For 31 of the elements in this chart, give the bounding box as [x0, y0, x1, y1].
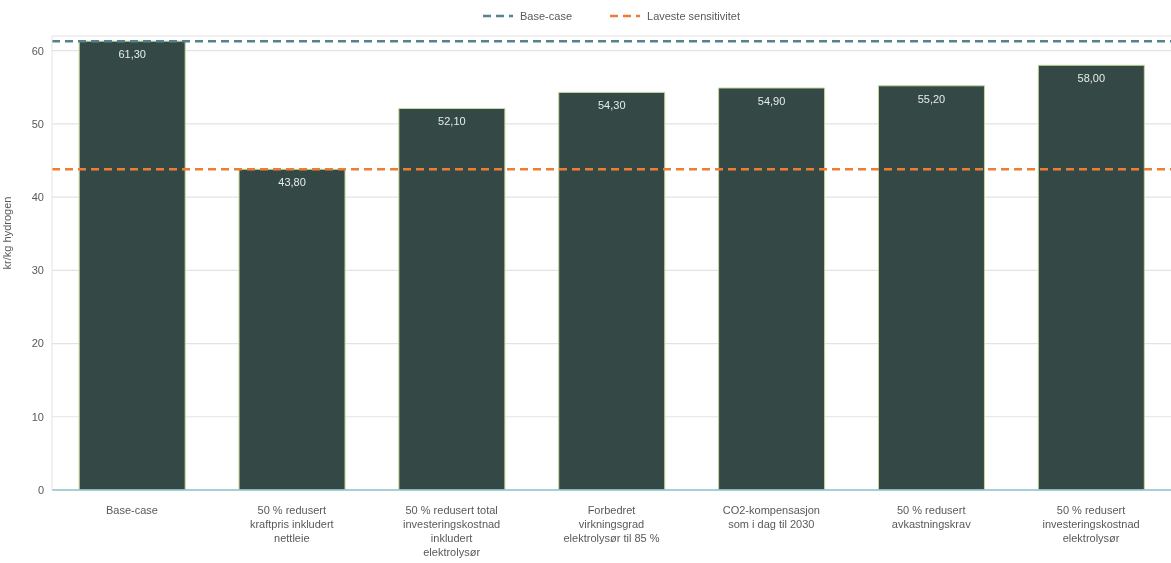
data-label: 55,20 [917, 92, 946, 105]
bar [718, 87, 826, 490]
bar [238, 168, 346, 490]
bar [78, 40, 186, 490]
x-tick-label: 50 % redusert investeringskostnad elektrolysør [1042, 504, 1140, 544]
data-label: 54,90 [757, 94, 786, 107]
y-tick-label: 30 [31, 264, 44, 277]
bar [558, 91, 666, 490]
bar [1037, 64, 1145, 490]
legend-label: Laveste sensitivitet [647, 10, 740, 22]
x-tick-label: 50 % redusert total investeringskostnad inkludert elektrolysør [403, 504, 501, 558]
data-label: 58,00 [1077, 72, 1106, 85]
y-tick-label: 0 [37, 483, 44, 496]
data-label: 43,80 [278, 176, 306, 189]
bar [398, 107, 506, 490]
y-tick-label: 50 [31, 117, 44, 130]
bar [877, 85, 985, 490]
y-tick-label: 40 [31, 191, 44, 203]
y-axis-title: kr/kg hydrogen [0, 196, 13, 270]
legend-label: Base-case [520, 10, 573, 22]
data-label: 61,30 [118, 48, 146, 61]
x-tick-label: 50 % redusert avkastningskrav [891, 504, 972, 530]
y-tick-label: 60 [31, 44, 44, 57]
data-label: 52,10 [438, 115, 466, 128]
data-label: 54,30 [597, 99, 626, 112]
x-tick-label: 50 % redusert kraftpris inkludert nettleie [249, 504, 334, 544]
x-tick-label: Base-case [105, 504, 158, 516]
x-tick-label: CO2-kompensasjon som i dag til 2030 [722, 504, 820, 530]
y-tick-label: 20 [31, 337, 44, 350]
x-tick-label: Forbedret virkningsgrad elektrolysør til 85 % [563, 504, 660, 544]
y-tick-label: 10 [31, 410, 44, 423]
